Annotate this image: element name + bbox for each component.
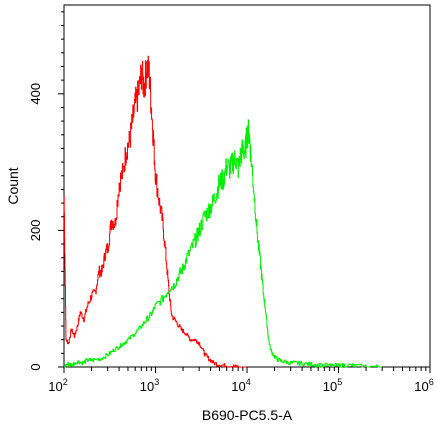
- x-tick-label-2: 104: [231, 377, 250, 394]
- histogram-series-2: [64, 119, 383, 368]
- tick-layer: 102 103 104 105 106 0 200 400: [28, 11, 434, 394]
- histogram-series-1: [63, 55, 247, 368]
- x-tick-label-4: 106: [414, 377, 433, 394]
- y-axis-title: Count: [5, 167, 21, 204]
- y-tick-label-2: 400: [28, 83, 43, 105]
- y-tick-label-0: 0: [28, 363, 43, 370]
- y-tick-label-1: 200: [28, 220, 43, 242]
- x-axis-title: B690-PC5.5-A: [202, 407, 293, 423]
- x-tick-label-1: 103: [140, 377, 159, 394]
- series-layer: [63, 55, 383, 368]
- x-tick-label-3: 105: [323, 377, 342, 394]
- x-tick-label-0: 102: [48, 377, 67, 394]
